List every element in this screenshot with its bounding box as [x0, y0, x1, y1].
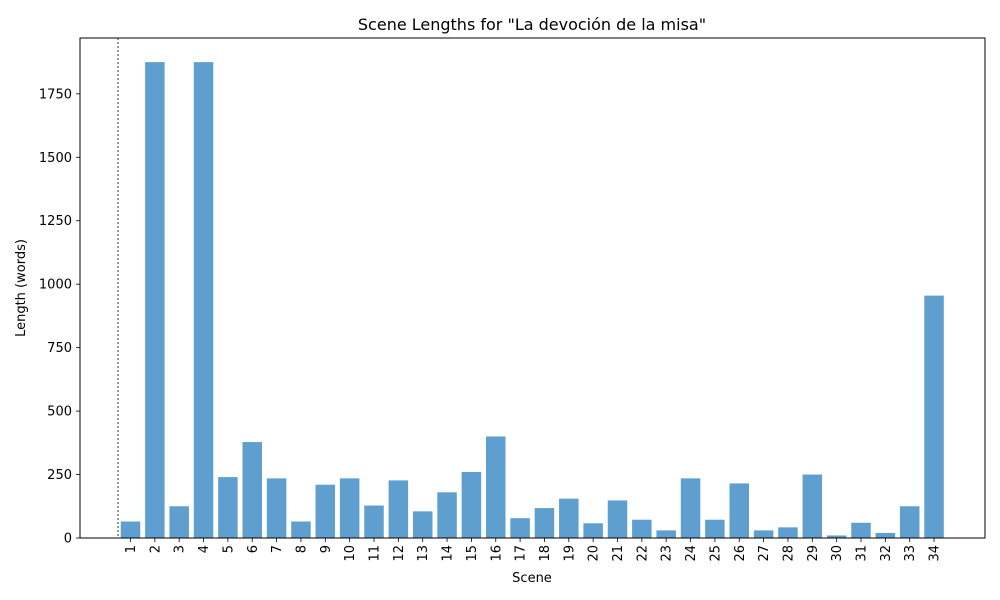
bar-scene-27	[753, 530, 774, 538]
bar-scene-2	[145, 62, 165, 539]
x-tick-label: 8	[294, 545, 309, 553]
bar-scene-34	[924, 295, 944, 538]
x-tick-label: 25	[708, 545, 723, 562]
y-tick-label: 500	[47, 405, 72, 420]
bar-scene-4	[193, 62, 214, 539]
y-axis-label: Length (words)	[14, 239, 29, 337]
bars-group	[120, 62, 944, 539]
x-ticks-group: 1 2 3 4 5 6 7 8 9 10 11 12 13 14 15 16 17 18 19 20 21 22 23 24 2…	[124, 538, 943, 562]
bar-scene-16	[486, 436, 506, 538]
x-tick-label: 22	[635, 545, 650, 562]
x-tick-label: 2	[148, 545, 163, 553]
bar-scene-26	[729, 483, 749, 538]
bar-scene-3	[169, 506, 189, 538]
x-tick-label: 28	[781, 545, 796, 562]
x-tick-label: 20	[587, 545, 602, 562]
x-tick-label: 23	[660, 545, 675, 562]
x-tick-label: 16	[489, 545, 504, 562]
bar-scene-6	[242, 442, 262, 538]
bar-scene-5	[218, 477, 238, 538]
bar-scene-23	[656, 530, 676, 538]
x-tick-label: 33	[903, 545, 918, 562]
x-tick-label: 24	[684, 545, 699, 562]
x-tick-label: 30	[830, 545, 845, 562]
x-tick-label: 21	[611, 545, 626, 562]
x-tick-label: 12	[392, 545, 407, 562]
y-tick-label: 0	[64, 532, 72, 547]
bar-scene-7	[266, 478, 287, 538]
bar-scene-13	[412, 511, 433, 538]
bar-scene-31	[851, 522, 871, 538]
bar-scene-14	[437, 492, 457, 538]
bar-scene-22	[632, 519, 652, 538]
x-tick-label: 15	[465, 545, 480, 562]
bar-scene-15	[461, 472, 482, 538]
bar-scene-9	[315, 484, 336, 538]
bar-scene-21	[607, 500, 628, 538]
x-tick-label: 14	[441, 545, 456, 562]
bar-scene-30	[826, 535, 847, 538]
bar-scene-29	[802, 474, 823, 538]
bar-scene-1	[120, 521, 141, 538]
bar-scene-32	[875, 532, 896, 538]
bar-scene-11	[364, 505, 384, 538]
y-tick-label: 750	[47, 341, 72, 356]
chart-title: Scene Lengths for "La devoción de la mis…	[358, 15, 706, 34]
bar-scene-24	[680, 478, 701, 538]
y-tick-label: 1000	[39, 278, 72, 293]
bar-scene-25	[705, 519, 725, 538]
x-tick-label: 31	[855, 545, 870, 562]
x-tick-label: 29	[806, 545, 821, 562]
y-tick-label: 1750	[39, 87, 72, 102]
bar-scene-8	[291, 521, 311, 538]
x-tick-label: 32	[879, 545, 894, 562]
y-ticks-group: 0 250 500 750 1000 1250 1500 1750	[39, 87, 80, 547]
y-tick-label: 1250	[39, 214, 72, 229]
bar-scene-20	[583, 523, 603, 538]
bar-scene-19	[559, 498, 579, 538]
x-tick-label: 27	[757, 545, 772, 562]
bar-scene-10	[339, 478, 360, 538]
x-tick-label: 1	[124, 545, 139, 553]
bar-scene-28	[778, 527, 798, 538]
bar-scene-33	[899, 506, 920, 538]
x-tick-label: 4	[197, 545, 212, 553]
x-tick-label: 9	[319, 545, 334, 553]
x-tick-label: 10	[343, 545, 358, 562]
bar-scene-12	[388, 480, 409, 538]
plot-frame	[79, 37, 986, 539]
x-tick-label: 26	[733, 545, 748, 562]
bar-scene-17	[510, 518, 530, 538]
bar-scene-18	[534, 508, 555, 538]
x-tick-label: 3	[173, 545, 188, 553]
x-tick-label: 5	[221, 545, 236, 553]
x-tick-label: 13	[416, 545, 431, 562]
x-tick-label: 19	[562, 545, 577, 562]
x-axis-label: Scene	[512, 571, 552, 586]
x-tick-label: 11	[368, 545, 383, 562]
x-tick-label: 34	[928, 545, 943, 562]
x-tick-label: 7	[270, 545, 285, 553]
x-tick-label: 18	[538, 545, 553, 562]
x-tick-label: 17	[514, 545, 529, 562]
y-tick-label: 250	[47, 468, 72, 483]
y-tick-label: 1500	[39, 151, 72, 166]
x-tick-label: 6	[246, 545, 261, 553]
